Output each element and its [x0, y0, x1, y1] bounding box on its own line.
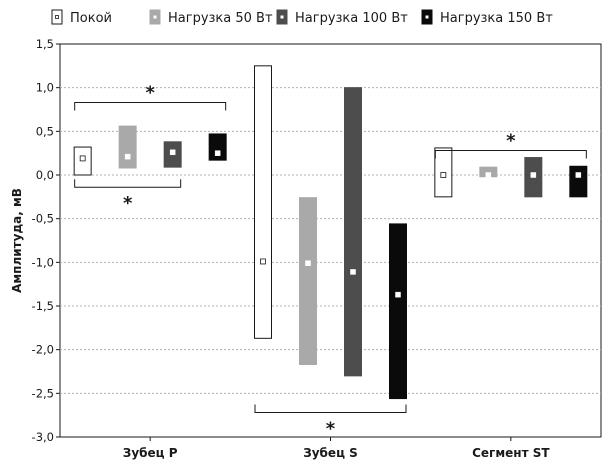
- box-4: [569, 165, 588, 198]
- median-marker: [440, 172, 447, 178]
- legend-marker: [425, 15, 429, 19]
- y-tick-label: -0,5: [32, 212, 54, 226]
- box-2: [118, 125, 137, 169]
- y-tick-label: 1,0: [36, 81, 54, 95]
- median-marker: [79, 155, 86, 162]
- y-tick-label: -3,0: [32, 430, 54, 444]
- significance-bracket: [254, 404, 407, 414]
- y-tick-label: -2,5: [32, 386, 54, 400]
- median-marker: [575, 172, 582, 178]
- significance-mark: *: [506, 131, 516, 152]
- legend-marker: [153, 15, 157, 19]
- box-3: [344, 87, 362, 377]
- significance-bracket: [74, 179, 182, 188]
- legend-label: Покой: [70, 11, 112, 26]
- significance-mark: *: [145, 83, 155, 104]
- median-marker: [485, 172, 492, 178]
- median-marker: [214, 150, 221, 156]
- significance-bracket: [434, 150, 587, 159]
- median-marker: [305, 260, 311, 266]
- legend-label: Нагрузка 50 Вт: [168, 11, 273, 26]
- significance-bracket: [74, 102, 227, 111]
- box-4: [208, 133, 227, 161]
- box-1: [254, 65, 272, 339]
- plot-frame: [59, 43, 602, 438]
- median-marker: [124, 153, 131, 160]
- significance-mark: *: [326, 419, 336, 440]
- significance-mark: *: [123, 193, 133, 214]
- median-marker: [350, 269, 356, 275]
- box-2: [299, 197, 317, 366]
- y-tick-label: 0,5: [36, 124, 54, 138]
- x-tick-label: Зубец S: [303, 446, 358, 460]
- median-marker: [530, 172, 537, 178]
- box-4: [389, 223, 407, 400]
- x-tick-label: Зубец P: [123, 446, 178, 460]
- legend-label: Нагрузка 100 Вт: [295, 11, 408, 26]
- legend-marker: [55, 15, 59, 19]
- median-marker: [260, 258, 266, 265]
- y-axis-label: Амплитуда, мВ: [10, 188, 24, 293]
- y-tick-label: 1,5: [36, 37, 54, 51]
- median-marker: [395, 291, 401, 298]
- y-tick-label: -2,0: [32, 343, 54, 357]
- legend-marker: [280, 15, 284, 19]
- x-tick-label: Сегмент ST: [472, 446, 550, 460]
- y-tick-label: -1,0: [32, 255, 54, 269]
- legend-label: Нагрузка 150 Вт: [440, 11, 553, 26]
- median-marker: [169, 149, 176, 156]
- y-tick-label: 0,0: [36, 168, 54, 182]
- y-tick-label: -1,5: [32, 299, 54, 313]
